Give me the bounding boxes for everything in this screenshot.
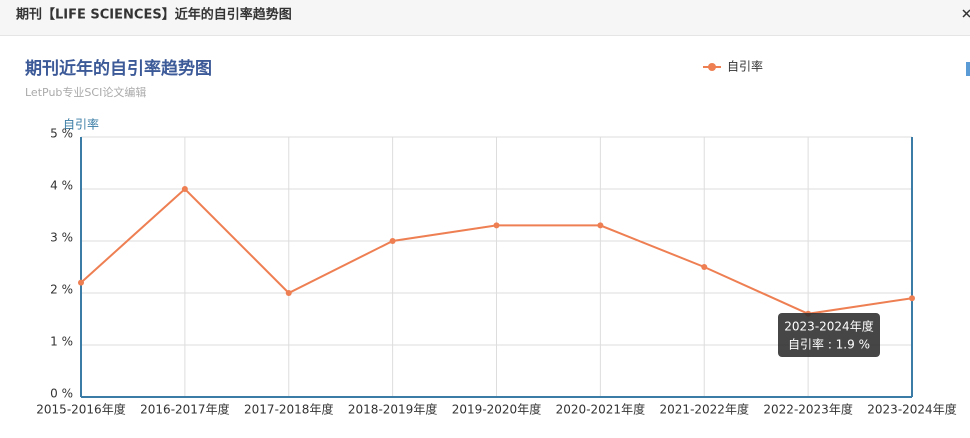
- y-axis-title: 自引率: [63, 117, 99, 132]
- data-point: [597, 222, 604, 229]
- tooltip-text: 自引率 : 1.9 %: [788, 337, 870, 352]
- y-tick-label: 5 %: [50, 127, 73, 141]
- data-point: [78, 279, 84, 286]
- x-tick-label: 2020-2021年度: [556, 402, 645, 417]
- data-point: [285, 290, 292, 296]
- side-marker: [966, 62, 970, 76]
- data-point: [181, 186, 188, 192]
- chart-title: 期刊近年的自引率趋势图: [25, 58, 212, 79]
- x-tick-label: 2021-2022年度: [660, 402, 749, 417]
- y-tick-label: 4 %: [50, 179, 73, 193]
- y-tick-label: 3 %: [50, 231, 73, 245]
- header-bar: [0, 0, 970, 35]
- close-button[interactable]: [962, 9, 970, 18]
- x-tick-label: 2022-2023年度: [763, 402, 852, 417]
- data-point: [909, 295, 915, 302]
- x-tick-label: 2023-2024年度: [867, 402, 956, 417]
- x-tick-label: 2015-2016年度: [36, 402, 125, 417]
- legend-label: 自引率: [727, 59, 763, 74]
- y-tick-label: 1 %: [50, 335, 73, 349]
- data-point: [389, 238, 396, 244]
- y-tick-label: 2 %: [50, 283, 73, 297]
- tooltip-box: [778, 313, 880, 357]
- y-tick-label: 0 %: [50, 387, 73, 401]
- x-tick-label: 2019-2020年度: [452, 402, 541, 417]
- tooltip-title: 2023-2024年度: [784, 319, 873, 334]
- data-point: [701, 264, 708, 270]
- x-tick-label: 2018-2019年度: [348, 402, 437, 417]
- chart-subtitle: LetPub专业SCI论文编辑: [25, 85, 146, 99]
- x-tick-label: 2017-2018年度: [244, 402, 333, 417]
- header-title: 期刊【LIFE SCIENCES】近年的自引率趋势图: [16, 7, 292, 23]
- x-tick-label: 2016-2017年度: [140, 402, 229, 417]
- legend-marker: [708, 63, 716, 71]
- data-point: [493, 222, 500, 229]
